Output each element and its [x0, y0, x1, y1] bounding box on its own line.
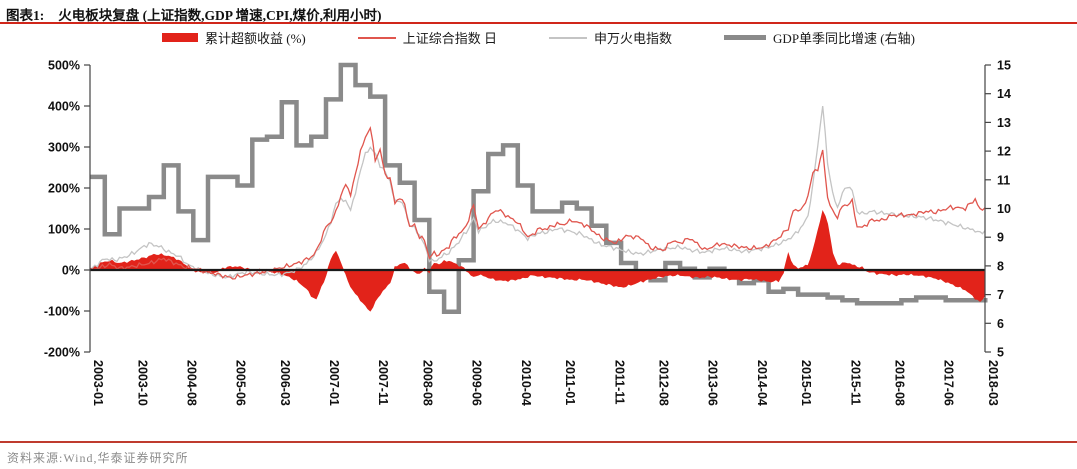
legend-label: 上证综合指数 日 [402, 31, 498, 46]
legend-label: 申万火电指数 [594, 31, 673, 46]
figure-number: 图表1: [6, 8, 45, 23]
svg-text:15: 15 [997, 59, 1011, 73]
legend-item-thermal-index: 申万火电指数 [549, 28, 672, 47]
legend-item-shanghai-index: 上证综合指数 日 [357, 28, 498, 47]
svg-text:300%: 300% [48, 141, 80, 155]
svg-text:10: 10 [997, 202, 1011, 216]
source-note: 资料来源:Wind,华泰证券研究所 [7, 451, 189, 465]
svg-text:2015-11: 2015-11 [848, 360, 862, 405]
svg-text:2006-03: 2006-03 [278, 360, 292, 406]
svg-text:2011-01: 2011-01 [563, 360, 577, 405]
figure-title-text: 火电板块复盘 (上证指数,GDP 增速,CPI,煤价,利用小时) [58, 8, 382, 23]
svg-text:13: 13 [997, 116, 1011, 130]
svg-text:0%: 0% [62, 264, 80, 278]
svg-text:2016-08: 2016-08 [893, 360, 907, 406]
legend-label: GDP单季同比增速 (右轴) [773, 31, 915, 46]
svg-text:2015-01: 2015-01 [799, 360, 813, 406]
svg-text:2012-08: 2012-08 [657, 360, 671, 406]
svg-text:2017-06: 2017-06 [942, 360, 956, 406]
svg-text:11: 11 [997, 173, 1010, 187]
svg-text:2003-01: 2003-01 [91, 360, 105, 406]
svg-text:2007-11: 2007-11 [376, 360, 390, 405]
gray-line-swatch-icon [549, 36, 588, 39]
figure-title: 图表1: 火电板块复盘 (上证指数,GDP 增速,CPI,煤价,利用小时) [6, 4, 1071, 24]
svg-text:2007-01: 2007-01 [327, 360, 341, 406]
svg-text:9: 9 [997, 231, 1004, 245]
svg-text:7: 7 [997, 288, 1004, 302]
legend-item-gdp-growth: GDP单季同比增速 (右轴) [724, 28, 915, 47]
svg-text:8: 8 [997, 259, 1004, 273]
svg-text:6: 6 [997, 317, 1004, 331]
svg-text:2010-04: 2010-04 [519, 360, 533, 406]
svg-text:100%: 100% [48, 223, 80, 237]
svg-text:500%: 500% [48, 59, 80, 73]
title-underline [0, 22, 1077, 24]
svg-text:-200%: -200% [44, 346, 80, 360]
svg-text:2008-08: 2008-08 [420, 360, 434, 406]
svg-text:200%: 200% [48, 182, 80, 196]
svg-text:2018-03: 2018-03 [986, 360, 1000, 406]
svg-text:2013-06: 2013-06 [706, 360, 720, 406]
svg-text:-100%: -100% [44, 305, 80, 319]
svg-text:2014-04: 2014-04 [755, 360, 769, 406]
svg-text:400%: 400% [48, 100, 80, 114]
svg-text:2004-08: 2004-08 [184, 360, 198, 406]
svg-text:2009-06: 2009-06 [470, 360, 484, 406]
chart-legend: 累计超额收益 (%) 上证综合指数 日 申万火电指数 GDP单季同比增速 (右轴… [0, 28, 1077, 47]
legend-item-excess-return: 累计超额收益 (%) [162, 28, 306, 47]
svg-text:14: 14 [997, 87, 1011, 101]
svg-text:2011-11: 2011-11 [612, 360, 626, 405]
red-line-swatch-icon [357, 36, 396, 39]
thick-gray-line-swatch-icon [724, 35, 767, 40]
svg-text:2003-10: 2003-10 [135, 360, 149, 406]
legend-label: 累计超额收益 (%) [205, 31, 306, 46]
svg-text:2005-06: 2005-06 [234, 360, 248, 406]
svg-text:12: 12 [997, 145, 1011, 159]
red-area-swatch-icon [162, 33, 199, 42]
svg-text:5: 5 [997, 346, 1004, 360]
bottom-rule [0, 441, 1077, 443]
